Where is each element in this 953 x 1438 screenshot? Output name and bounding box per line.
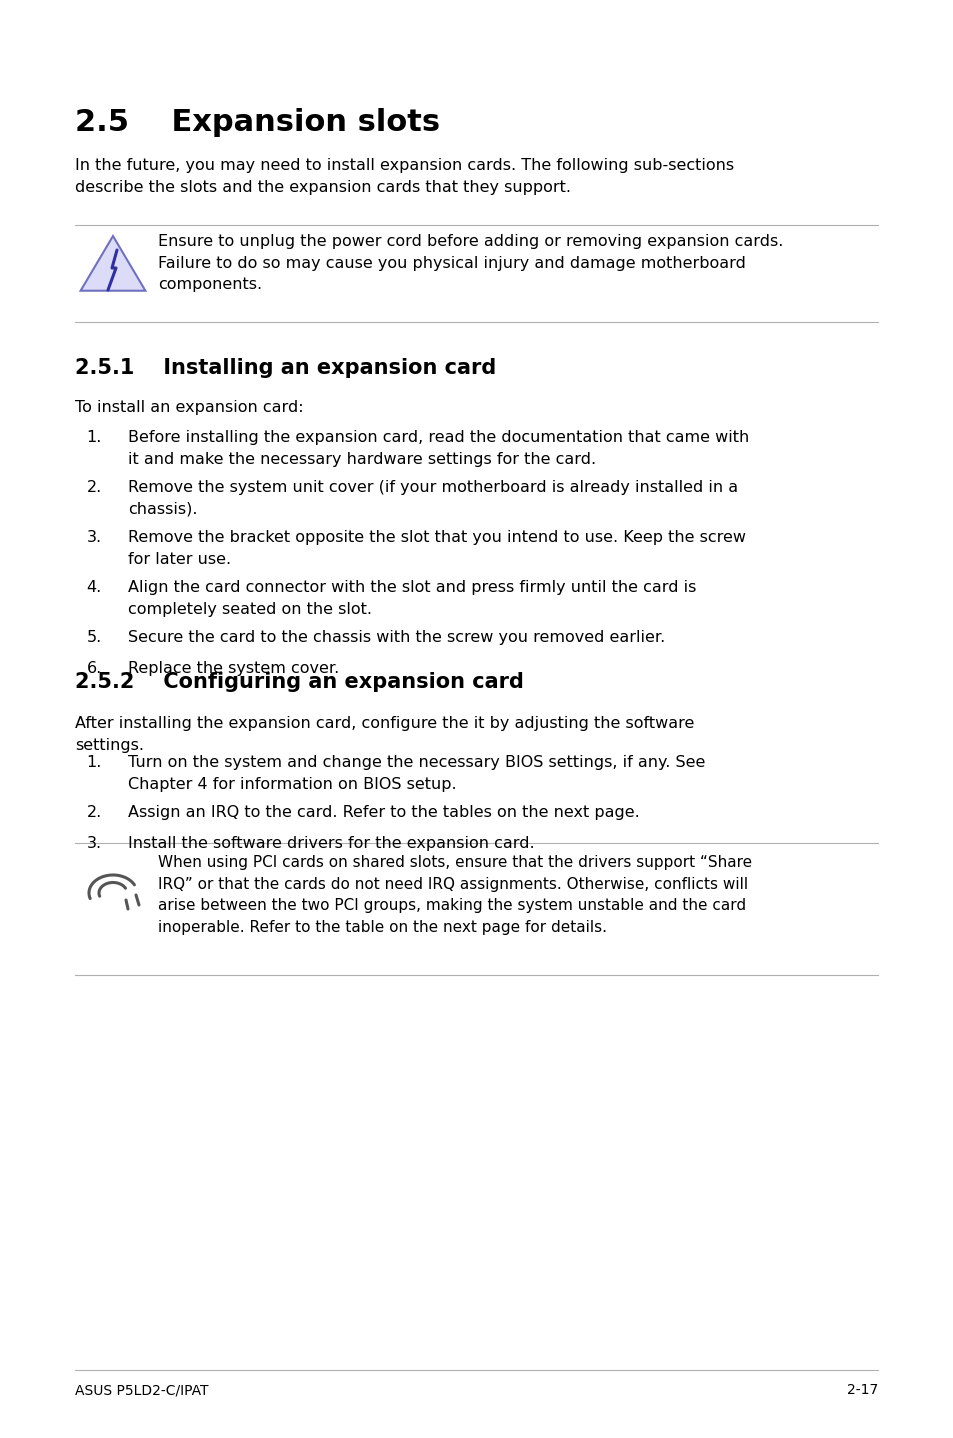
Text: Secure the card to the chassis with the screw you removed earlier.: Secure the card to the chassis with the … [128, 630, 664, 646]
Text: 4.: 4. [87, 580, 102, 595]
Text: 2.5.2    Configuring an expansion card: 2.5.2 Configuring an expansion card [75, 672, 523, 692]
Text: 2.: 2. [87, 480, 102, 495]
Text: ASUS P5LD2-C/IPAT: ASUS P5LD2-C/IPAT [75, 1383, 209, 1396]
Text: Ensure to unplug the power cord before adding or removing expansion cards.
Failu: Ensure to unplug the power cord before a… [158, 234, 782, 292]
Text: After installing the expansion card, configure the it by adjusting the software
: After installing the expansion card, con… [75, 716, 694, 752]
Text: 2.5    Expansion slots: 2.5 Expansion slots [75, 108, 439, 137]
Text: 3.: 3. [87, 531, 102, 545]
Text: 2.: 2. [87, 805, 102, 820]
Text: Align the card connector with the slot and press firmly until the card is
comple: Align the card connector with the slot a… [128, 580, 696, 617]
Text: Replace the system cover.: Replace the system cover. [128, 661, 339, 676]
Text: To install an expansion card:: To install an expansion card: [75, 400, 303, 416]
Text: Remove the system unit cover (if your motherboard is already installed in a
chas: Remove the system unit cover (if your mo… [128, 480, 738, 516]
Text: When using PCI cards on shared slots, ensure that the drivers support “Share
IRQ: When using PCI cards on shared slots, en… [158, 856, 751, 935]
Text: 3.: 3. [87, 835, 102, 851]
Text: Remove the bracket opposite the slot that you intend to use. Keep the screw
for : Remove the bracket opposite the slot tha… [128, 531, 745, 567]
Text: Install the software drivers for the expansion card.: Install the software drivers for the exp… [128, 835, 534, 851]
Polygon shape [80, 236, 145, 290]
Text: In the future, you may need to install expansion cards. The following sub-sectio: In the future, you may need to install e… [75, 158, 734, 194]
Text: 6.: 6. [87, 661, 102, 676]
Text: Before installing the expansion card, read the documentation that came with
it a: Before installing the expansion card, re… [128, 430, 748, 466]
Text: 2.5.1    Installing an expansion card: 2.5.1 Installing an expansion card [75, 358, 496, 378]
Text: 5.: 5. [87, 630, 102, 646]
Text: 2-17: 2-17 [846, 1383, 877, 1396]
Text: 1.: 1. [87, 430, 102, 444]
Text: Assign an IRQ to the card. Refer to the tables on the next page.: Assign an IRQ to the card. Refer to the … [128, 805, 639, 820]
Text: 1.: 1. [87, 755, 102, 769]
Text: Turn on the system and change the necessary BIOS settings, if any. See
Chapter 4: Turn on the system and change the necess… [128, 755, 704, 791]
